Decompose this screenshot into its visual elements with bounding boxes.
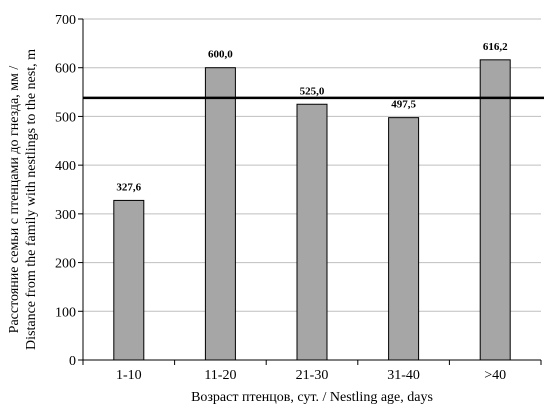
y-tick-label: 100 [55, 305, 76, 320]
y-tick-label: 300 [55, 208, 76, 223]
y-tick-label: 500 [55, 110, 76, 125]
y-axis-title-line2: Distance from the family with nestlings … [24, 49, 39, 350]
bar-21-30 [296, 103, 328, 361]
bar->40 [479, 59, 511, 361]
y-tick-label: 0 [69, 354, 76, 369]
data-label: 525,0 [300, 85, 325, 97]
x-tick-label: >40 [484, 368, 506, 383]
data-label: 497,5 [391, 99, 416, 111]
x-axis-title: Возраст птенцов, сут. / Nestling age, da… [191, 390, 433, 405]
bar-11-20 [204, 67, 236, 361]
bar-31-40 [388, 117, 420, 361]
y-axis-ticks: 0 100 200 300 400 500 600 700 [55, 13, 83, 369]
data-label: 327,6 [116, 181, 141, 193]
x-tick-label: 11-20 [204, 368, 236, 383]
x-axis-ticks: 1-10 11-20 21-30 31-40 >40 [82, 360, 542, 383]
y-axis-title-line1: Расстояние семьи с птенцами до гнезда, м… [7, 66, 22, 334]
x-tick-label: 31-40 [387, 368, 420, 383]
axes [82, 19, 541, 361]
y-tick-label: 700 [55, 13, 76, 28]
y-tick-label: 600 [55, 62, 76, 77]
bars [113, 59, 511, 361]
bar-1-10 [113, 199, 145, 361]
y-tick-label: 400 [55, 159, 76, 174]
data-label: 616,2 [483, 41, 508, 53]
data-labels: 327,6 600,0 525,0 497,5 616,2 [116, 41, 508, 194]
y-tick-label: 200 [55, 257, 76, 272]
data-label: 600,0 [208, 49, 233, 61]
x-tick-label: 1-10 [116, 368, 142, 383]
x-tick-label: 21-30 [296, 368, 329, 383]
